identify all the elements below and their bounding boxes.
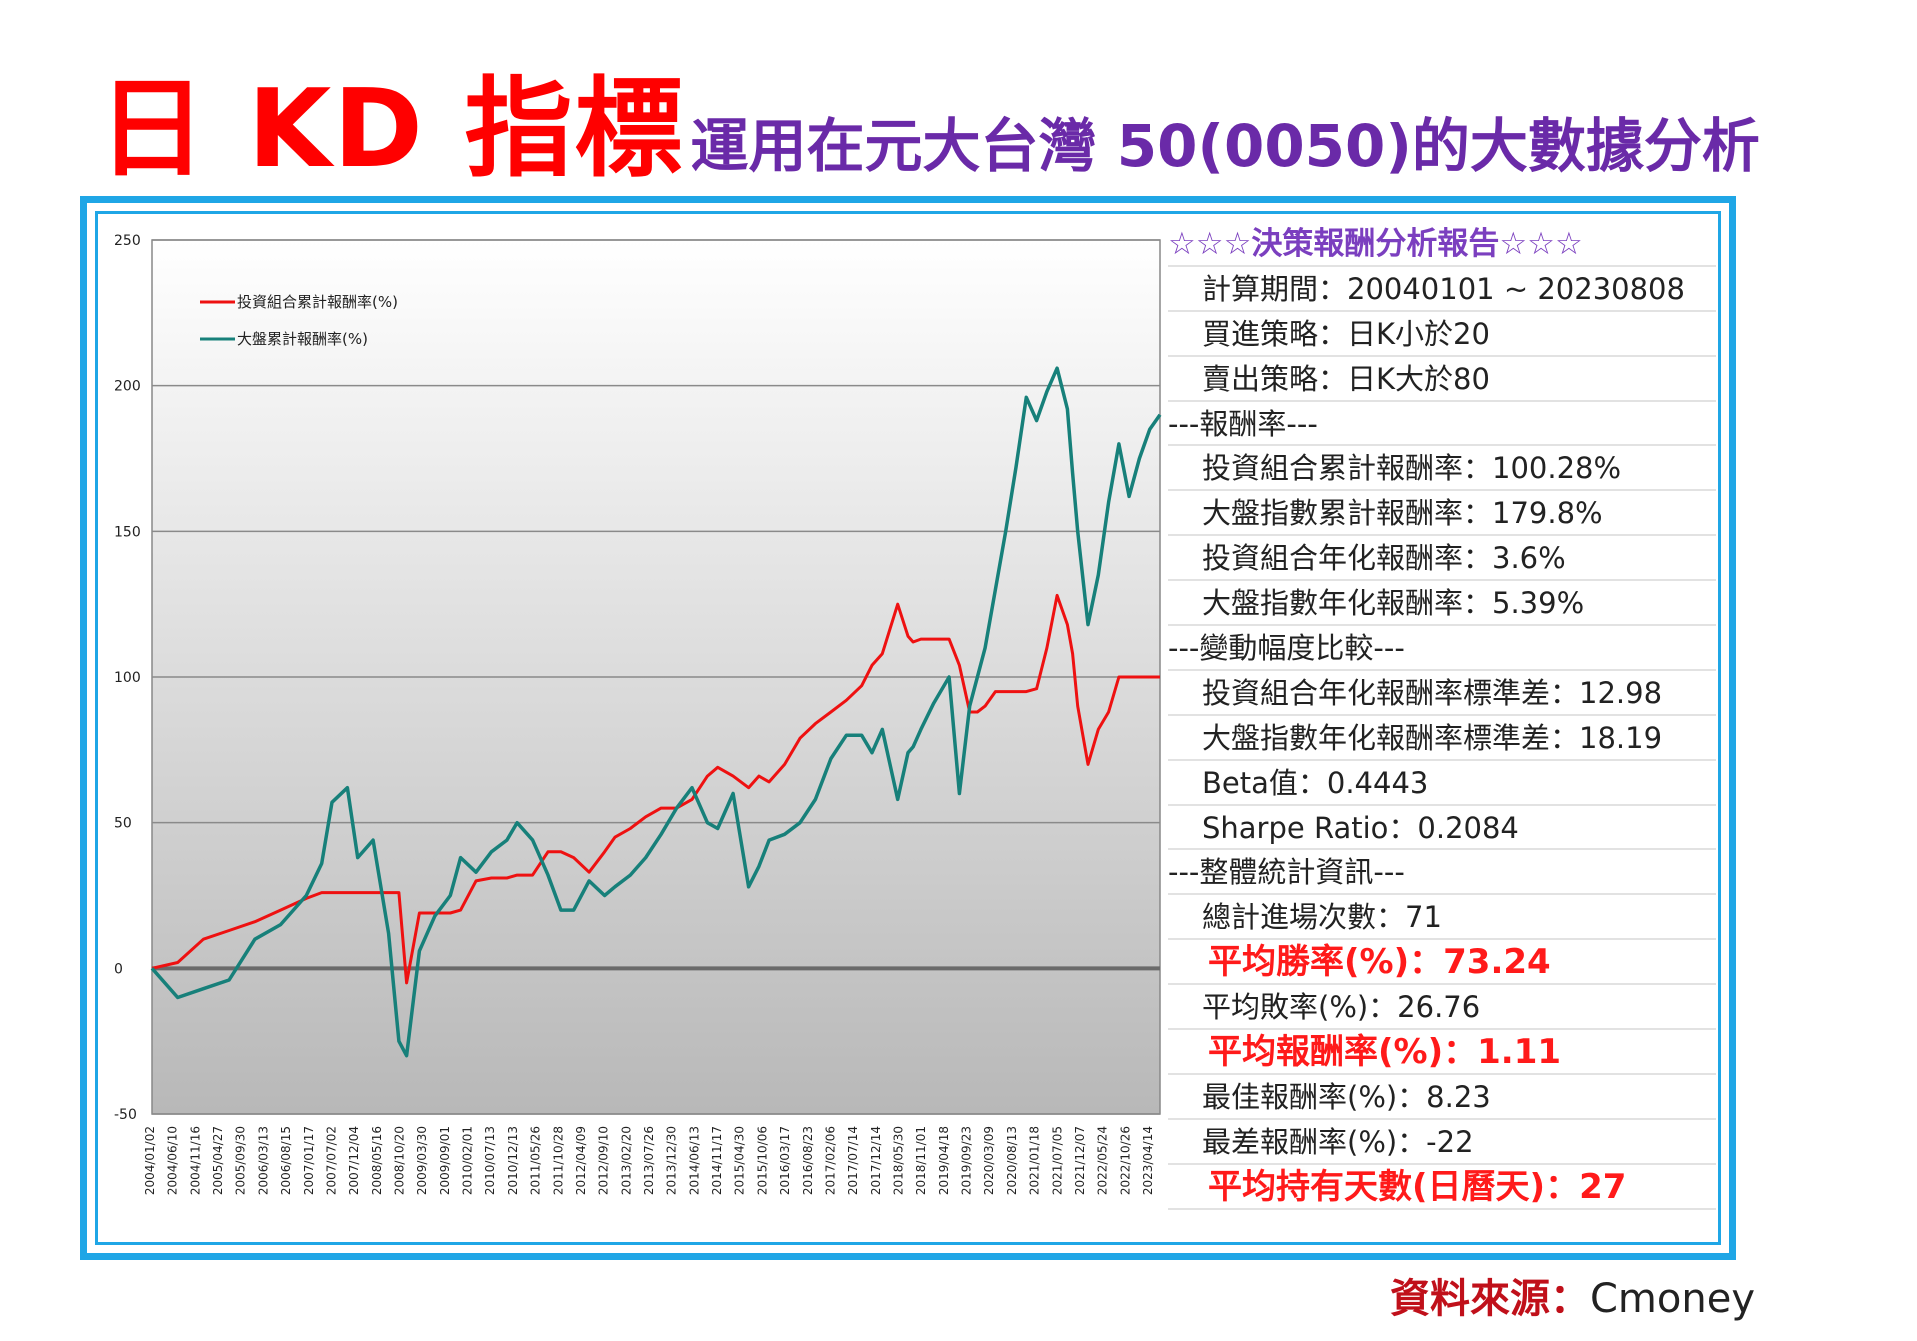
y-tick-label: 150 [114, 524, 141, 540]
x-tick-label: 2013/07/26 [642, 1126, 656, 1195]
legend-label-portfolio: 投資組合累計報酬率(%) [237, 293, 398, 311]
x-tick-label: 2014/06/13 [687, 1126, 701, 1195]
x-tick-label: 2004/01/02 [143, 1126, 157, 1195]
x-tick-label: 2007/01/17 [302, 1126, 316, 1195]
x-tick-label: 2019/09/23 [960, 1126, 974, 1195]
x-tick-label: 2009/09/01 [438, 1126, 452, 1195]
x-tick-label: 2004/06/10 [166, 1126, 180, 1195]
report-row: 投資組合年化報酬率標準差：12.98 [1168, 671, 1716, 716]
x-tick-label: 2010/12/13 [506, 1126, 520, 1195]
source-label: 資料來源： [1390, 1276, 1590, 1322]
report-row: 計算期間：20040101 ~ 20230808 [1168, 267, 1716, 312]
report-row: 投資組合年化報酬率：3.6% [1168, 536, 1716, 582]
report-row: 賣出策略：日K大於80 [1168, 357, 1716, 402]
report-row: ---變動幅度比較--- [1168, 626, 1716, 671]
report-row: 最佳報酬率(%)：8.23 [1168, 1075, 1716, 1120]
x-tick-label: 2010/07/13 [483, 1126, 497, 1195]
source-value: Cmoney [1590, 1276, 1755, 1322]
report-row: 平均持有天數(日曆天)：27 [1168, 1165, 1716, 1210]
y-tick-label: 250 [114, 233, 141, 249]
x-tick-label: 2022/05/24 [1096, 1126, 1110, 1195]
x-tick-label: 2012/04/09 [574, 1126, 588, 1195]
report-panel: ☆☆☆決策報酬分析報告☆☆☆ 計算期間：20040101 ~ 20230808 買… [1168, 222, 1716, 1210]
y-tick-label: 100 [114, 670, 141, 686]
title-main: 日 KD 指標 [98, 67, 685, 192]
x-tick-label: 2019/04/18 [937, 1126, 951, 1195]
x-tick-label: 2006/08/15 [279, 1126, 293, 1195]
x-tick-label: 2017/02/06 [823, 1126, 837, 1195]
report-row: 平均勝率(%)：73.24 [1168, 940, 1716, 986]
x-tick-label: 2023/04/14 [1141, 1126, 1155, 1195]
x-tick-label: 2011/05/26 [529, 1126, 543, 1195]
legend-label-index: 大盤累計報酬率(%) [237, 330, 368, 348]
x-tick-label: 2007/12/04 [347, 1126, 361, 1195]
y-tick-label: -50 [114, 1107, 137, 1123]
series-lines [150, 366, 1162, 1058]
x-tick-label: 2018/11/01 [914, 1126, 928, 1195]
report-row: ---報酬率--- [1168, 402, 1716, 447]
x-tick-label: 2006/03/13 [256, 1126, 270, 1195]
x-tick-label: 2008/05/16 [370, 1126, 384, 1195]
source-note: 資料來源：Cmoney [1390, 1266, 1755, 1324]
x-tick-label: 2016/08/23 [801, 1126, 815, 1195]
x-tick-label: 2013/02/20 [619, 1126, 633, 1195]
x-tick-label: 2016/03/17 [778, 1126, 792, 1195]
report-row: 最差報酬率(%)：-22 [1168, 1120, 1716, 1165]
x-tick-label: 2013/12/30 [665, 1126, 679, 1195]
report-row: Sharpe Ratio：0.2084 [1168, 806, 1716, 851]
x-tick-label: 2018/05/30 [892, 1126, 906, 1195]
report-row: 平均報酬率(%)：1.11 [1168, 1030, 1716, 1075]
x-tick-label: 2021/01/18 [1028, 1126, 1042, 1195]
series-line-portfolio [151, 593, 1160, 985]
x-tick-label: 2015/04/30 [733, 1126, 747, 1195]
x-tick-label: 2017/07/14 [846, 1126, 860, 1195]
x-tick-label: 2008/10/20 [393, 1126, 407, 1195]
report-row: 大盤指數累計報酬率：179.8% [1168, 491, 1716, 537]
x-tick-label: 2017/12/14 [869, 1126, 883, 1195]
title-sub: 運用在元大台灣 50(0050)的大數據分析 [690, 112, 1760, 180]
chart-frame-inner [95, 211, 1721, 1245]
x-tick-label: 2020/08/13 [1005, 1126, 1019, 1195]
x-tick-label: 2014/11/17 [710, 1126, 724, 1195]
report-row: 大盤指數年化報酬率標準差：18.19 [1168, 716, 1716, 761]
series-line-index [150, 366, 1162, 1058]
x-tick-label: 2011/10/28 [551, 1126, 565, 1195]
report-row: 平均敗率(%)：26.76 [1168, 985, 1716, 1031]
page-title: 日 KD 指標 運用在元大台灣 50(0050)的大數據分析 [98, 42, 1760, 198]
x-tick-label: 2005/04/27 [211, 1126, 225, 1195]
x-tick-label: 2005/09/30 [234, 1126, 248, 1195]
y-axis: 250 200 150 100 50 0 -50 [114, 233, 141, 1123]
x-tick-label: 2020/03/09 [982, 1126, 996, 1195]
x-tick-label: 2010/02/01 [461, 1126, 475, 1195]
x-tick-label: 2007/07/02 [324, 1126, 338, 1195]
report-row: Beta值：0.4443 [1168, 761, 1716, 806]
x-tick-label: 2021/12/07 [1073, 1126, 1087, 1195]
y-tick-label: 200 [114, 379, 141, 395]
y-tick-label: 50 [114, 816, 132, 832]
report-header: ☆☆☆決策報酬分析報告☆☆☆ [1168, 222, 1716, 267]
x-axis: 2004/01/02 2004/06/10 2004/11/16 2005/04/27… [143, 1126, 1155, 1195]
gridlines [152, 239, 1160, 1115]
report-row: ---整體統計資訊--- [1168, 850, 1716, 896]
x-tick-label: 2021/07/05 [1050, 1126, 1064, 1195]
report-row: 大盤指數年化報酬率：5.39% [1168, 581, 1716, 627]
x-tick-label: 2012/09/10 [597, 1126, 611, 1195]
report-row: 總計進場次數：71 [1168, 895, 1716, 941]
report-row: 投資組合累計報酬率：100.28% [1168, 446, 1716, 492]
y-tick-label: 0 [114, 961, 123, 977]
x-tick-label: 2015/10/06 [755, 1126, 769, 1195]
x-tick-label: 2004/11/16 [188, 1126, 202, 1195]
legend: 投資組合累計報酬率(%) 大盤累計報酬率(%) [200, 293, 398, 348]
x-tick-label: 2009/03/30 [415, 1126, 429, 1195]
report-row: 買進策略：日K小於20 [1168, 312, 1716, 357]
x-tick-label: 2022/10/26 [1118, 1126, 1132, 1195]
